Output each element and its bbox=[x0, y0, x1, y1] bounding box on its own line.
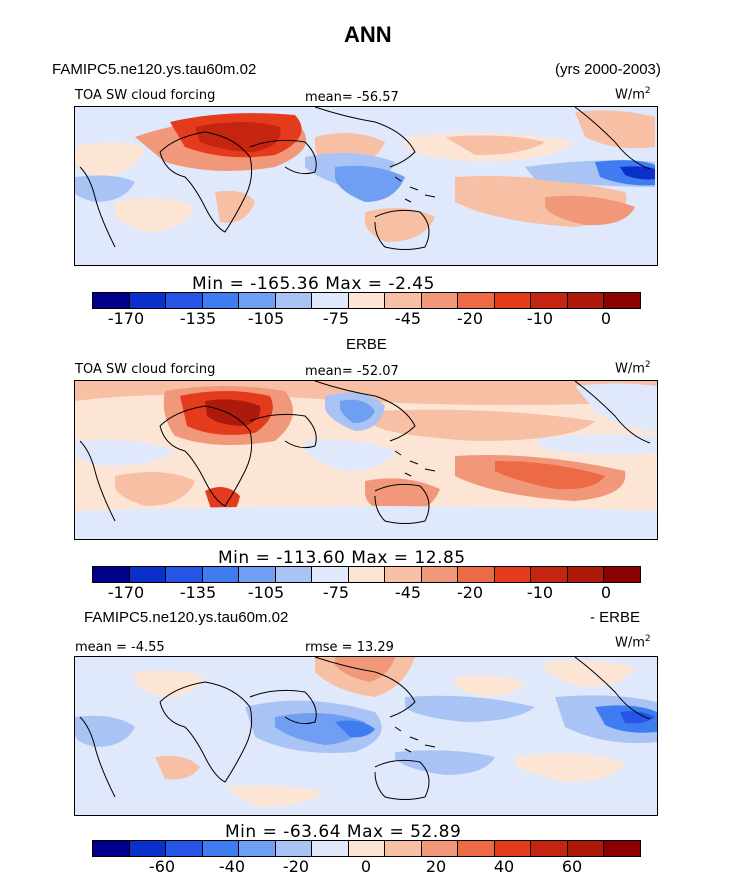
panel2-tick: -10 bbox=[526, 583, 554, 602]
panel1-minmax: Min = -165.36 Max = -2.45 bbox=[192, 274, 435, 294]
panel3-mean: mean = -4.55 bbox=[75, 640, 165, 655]
panel1-cbar-bin bbox=[275, 293, 313, 308]
panel1-tick: -170 bbox=[107, 309, 145, 328]
panel3-tick: -60 bbox=[148, 857, 176, 876]
panel1-cbar-bin bbox=[239, 293, 276, 308]
panel3-cbar-bin bbox=[567, 841, 605, 856]
panel1-cbar-bin bbox=[458, 293, 495, 308]
panel2-tick: -170 bbox=[107, 583, 145, 602]
panel2-cbar-bin bbox=[531, 567, 568, 582]
panel1-map bbox=[74, 106, 658, 266]
panel1-tick: -75 bbox=[322, 309, 350, 328]
plot-title: ANN bbox=[344, 22, 392, 47]
panel2-cbar-bin bbox=[494, 567, 532, 582]
panel3-minmax: Min = -63.64 Max = 52.89 bbox=[225, 822, 462, 842]
panel2-cbar-bin bbox=[567, 567, 605, 582]
panel2-cbar-bin bbox=[166, 567, 203, 582]
panel2-cbar-bin bbox=[239, 567, 276, 582]
panel2-cbar-bin bbox=[458, 567, 495, 582]
panel2-tick: -75 bbox=[322, 583, 350, 602]
panel1-cbar-bin bbox=[531, 293, 568, 308]
panel3-tick: 40 bbox=[493, 857, 515, 876]
panel3-cbar-bin bbox=[385, 841, 422, 856]
panel2-tick: -45 bbox=[394, 583, 422, 602]
panel3-cbar-bin bbox=[312, 841, 349, 856]
panel2-cbar-bin bbox=[604, 567, 640, 582]
panel1-colorbar bbox=[92, 292, 641, 309]
panel2-tick: 0 bbox=[600, 583, 612, 602]
case-label-top: FAMIPC5.ne120.ys.tau60m.02 bbox=[52, 61, 257, 78]
panel3-cbar-bin bbox=[129, 841, 167, 856]
panel1-tick: -105 bbox=[247, 309, 285, 328]
panel1-tick: -45 bbox=[394, 309, 422, 328]
panel3-tick: -20 bbox=[282, 857, 310, 876]
panel1-tick: 0 bbox=[600, 309, 612, 328]
panel3-cbar-bin bbox=[458, 841, 495, 856]
panel2-cbar-bin bbox=[348, 567, 386, 582]
panel3-case-label-right: - ERBE bbox=[590, 609, 641, 626]
panel1-cbar-bin bbox=[93, 293, 130, 308]
panel2-tick: -135 bbox=[179, 583, 217, 602]
panel1-tick: -135 bbox=[179, 309, 217, 328]
panel1-variable: TOA SW cloud forcing bbox=[75, 88, 216, 103]
panel3-tick: 60 bbox=[561, 857, 583, 876]
panel2-cbar-bin bbox=[129, 567, 167, 582]
panel2-cbar-bin bbox=[385, 567, 422, 582]
panel3-map bbox=[74, 656, 658, 816]
panel3-tick: 0 bbox=[360, 857, 372, 876]
panel3-cbar-bin bbox=[421, 841, 459, 856]
panel3-case-label: FAMIPC5.ne120.ys.tau60m.02 bbox=[84, 609, 289, 626]
panel2-cbar-bin bbox=[421, 567, 459, 582]
panel2-case-label: ERBE bbox=[346, 336, 387, 353]
panel3-tick: -40 bbox=[218, 857, 246, 876]
panel3-cbar-bin bbox=[494, 841, 532, 856]
panel1-cbar-bin bbox=[312, 293, 349, 308]
panel1-cbar-bin bbox=[567, 293, 605, 308]
panel2-cbar-bin bbox=[202, 567, 240, 582]
panel3-cbar-bin bbox=[604, 841, 640, 856]
panel1-cbar-bin bbox=[348, 293, 386, 308]
panel3-rmse: rmse = 13.29 bbox=[305, 640, 394, 655]
years-label: (yrs 2000-2003) bbox=[555, 61, 661, 78]
panel2-cbar-bin bbox=[312, 567, 349, 582]
panel1-tick: -10 bbox=[526, 309, 554, 328]
panel2-tick: -20 bbox=[456, 583, 484, 602]
panel2-mean: mean= -52.07 bbox=[305, 364, 399, 379]
panel3-colorbar bbox=[92, 840, 641, 857]
panel1-cbar-bin bbox=[494, 293, 532, 308]
panel1-cbar-bin bbox=[604, 293, 640, 308]
panel2-tick: -105 bbox=[247, 583, 285, 602]
panel1-units: W/m2 bbox=[615, 86, 651, 103]
panel3-tick: 20 bbox=[425, 857, 447, 876]
panel2-map bbox=[74, 380, 658, 540]
panel3-cbar-bin bbox=[239, 841, 276, 856]
panel3-cbar-bin bbox=[531, 841, 568, 856]
panel1-cbar-bin bbox=[166, 293, 203, 308]
panel3-cbar-bin bbox=[93, 841, 130, 856]
panel1-cbar-bin bbox=[202, 293, 240, 308]
panel2-colorbar bbox=[92, 566, 641, 583]
panel2-minmax: Min = -113.60 Max = 12.85 bbox=[218, 548, 466, 568]
panel1-tick: -20 bbox=[456, 309, 484, 328]
panel2-units: W/m2 bbox=[615, 360, 651, 377]
panel3-units: W/m2 bbox=[615, 634, 651, 651]
panel3-cbar-bin bbox=[202, 841, 240, 856]
panel2-cbar-bin bbox=[275, 567, 313, 582]
panel1-mean: mean= -56.57 bbox=[305, 90, 399, 105]
panel3-cbar-bin bbox=[348, 841, 386, 856]
panel1-cbar-bin bbox=[129, 293, 167, 308]
panel3-cbar-bin bbox=[275, 841, 313, 856]
panel1-cbar-bin bbox=[421, 293, 459, 308]
panel3-cbar-bin bbox=[166, 841, 203, 856]
panel2-variable: TOA SW cloud forcing bbox=[75, 362, 216, 377]
panel1-cbar-bin bbox=[385, 293, 422, 308]
panel2-cbar-bin bbox=[93, 567, 130, 582]
